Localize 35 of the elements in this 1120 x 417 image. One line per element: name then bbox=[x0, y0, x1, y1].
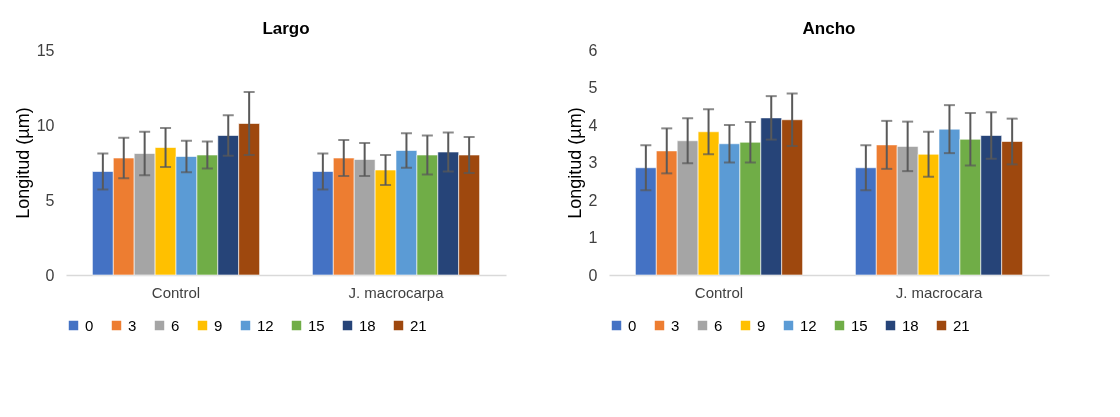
x-tick-label: Control bbox=[694, 283, 744, 301]
legend-label: 18 bbox=[902, 316, 919, 334]
y-axis-title: Longitud (µm) bbox=[12, 107, 33, 219]
x-tick-label: J. macrocara bbox=[895, 283, 983, 301]
y-tick-label: 1 bbox=[588, 229, 598, 246]
legend-label: 21 bbox=[953, 316, 970, 334]
y-axis-title: Longitud (µm) bbox=[564, 107, 585, 219]
y-tick-label: 2 bbox=[588, 191, 598, 209]
legend-label: 9 bbox=[214, 316, 223, 334]
legend-label: 18 bbox=[359, 316, 376, 334]
x-tick-label: J. macrocarpa bbox=[348, 283, 445, 301]
legend-label: 0 bbox=[85, 316, 94, 334]
chart-title: Largo bbox=[262, 19, 310, 38]
y-tick-label: 0 bbox=[588, 266, 598, 284]
legend-label: 6 bbox=[171, 316, 180, 334]
y-tick-label: 0 bbox=[45, 266, 55, 284]
legend-label: 12 bbox=[257, 316, 274, 334]
legend-label: 9 bbox=[757, 316, 766, 334]
y-tick-label: 5 bbox=[45, 191, 55, 209]
x-tick-label: Control bbox=[151, 283, 201, 301]
y-tick-label: 4 bbox=[588, 116, 598, 134]
legend-label: 0 bbox=[628, 316, 637, 334]
y-tick-label: 5 bbox=[588, 79, 598, 96]
legend-label: 21 bbox=[410, 316, 427, 334]
y-tick-label: 15 bbox=[36, 41, 55, 59]
legend-label: 15 bbox=[851, 316, 868, 334]
legend-label: 3 bbox=[128, 316, 137, 334]
y-tick-label: 10 bbox=[36, 116, 55, 134]
legend-label: 3 bbox=[671, 316, 680, 334]
legend-label: 6 bbox=[714, 316, 723, 334]
chart-title: Ancho bbox=[802, 19, 856, 38]
y-tick-label: 6 bbox=[588, 41, 598, 59]
legend-label: 12 bbox=[800, 316, 817, 334]
legend-label: 15 bbox=[308, 316, 325, 334]
y-tick-label: 3 bbox=[588, 154, 598, 171]
